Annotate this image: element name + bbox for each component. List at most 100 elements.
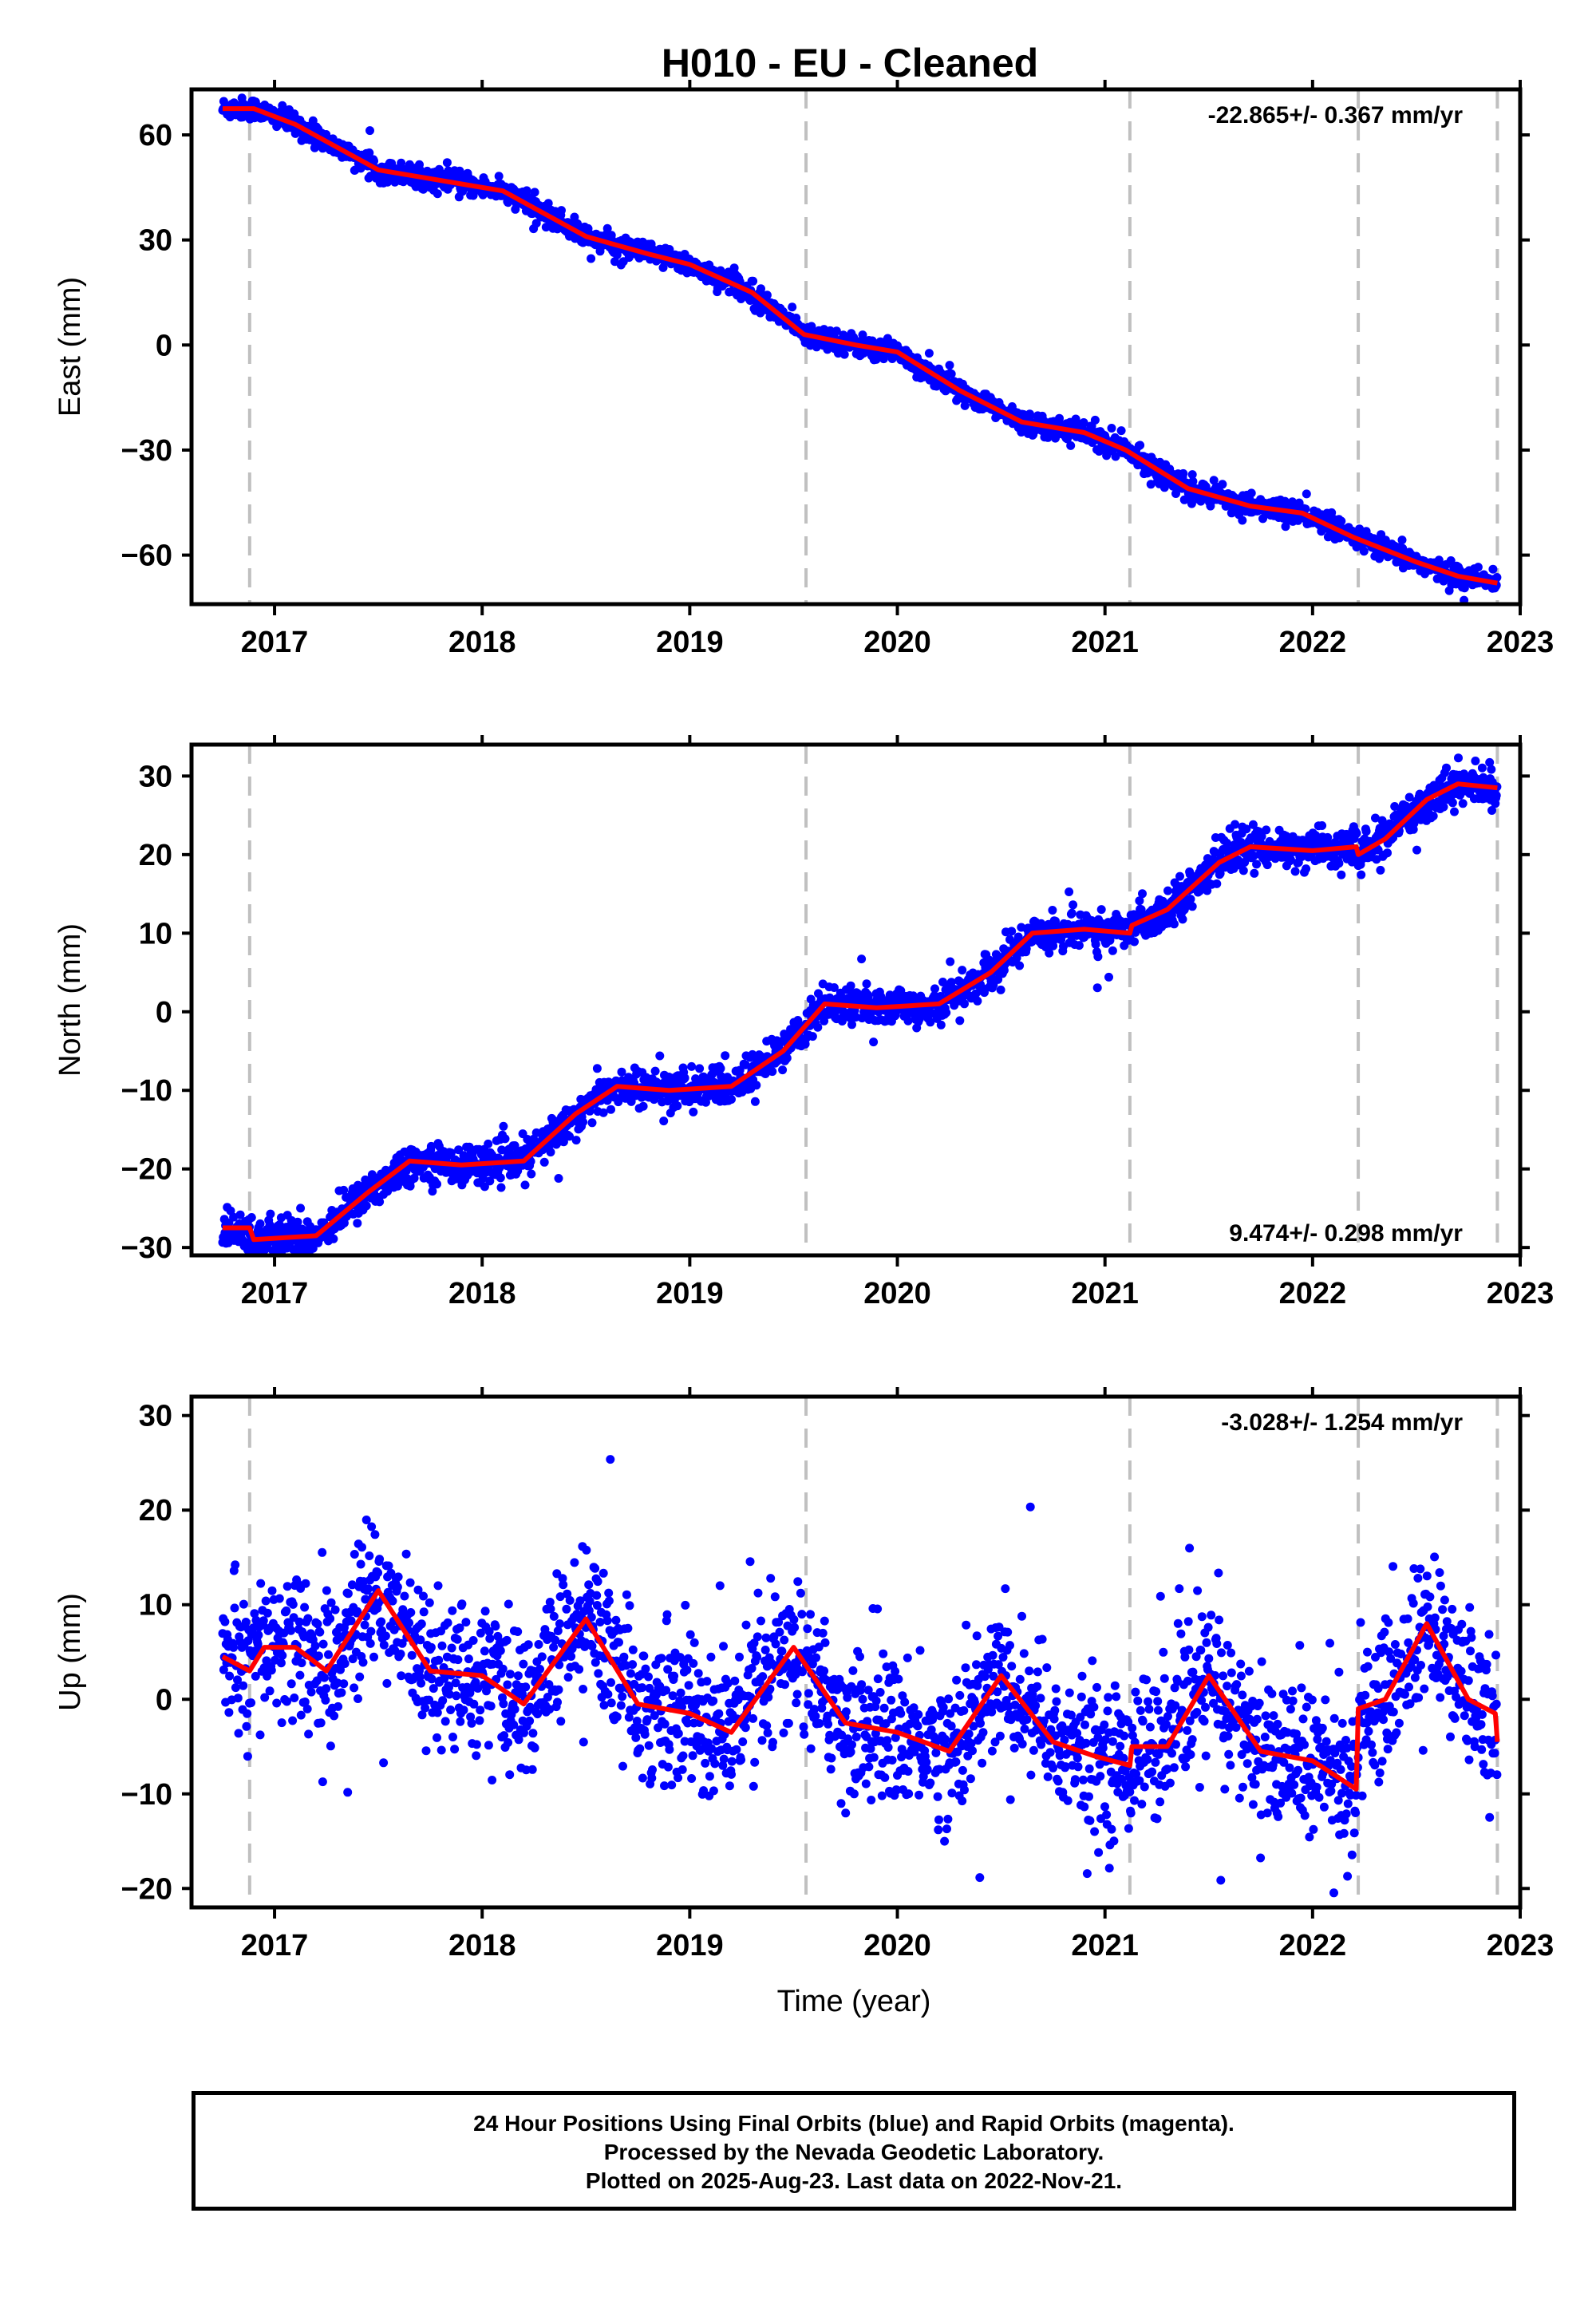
y-tick-label: −30 xyxy=(121,1231,172,1265)
data-point xyxy=(1439,802,1448,812)
y-tick-label: 30 xyxy=(139,760,172,793)
data-point xyxy=(256,1579,266,1588)
data-point xyxy=(1187,499,1196,508)
data-point xyxy=(322,1586,331,1595)
data-point xyxy=(1371,813,1380,823)
data-point xyxy=(1485,757,1495,767)
data-point xyxy=(397,1671,406,1681)
data-point xyxy=(1487,806,1496,815)
data-point xyxy=(530,188,539,197)
data-point xyxy=(322,1684,331,1694)
data-point xyxy=(365,148,374,157)
data-point xyxy=(1104,972,1113,982)
data-point xyxy=(1491,791,1501,800)
data-point xyxy=(437,1641,447,1650)
data-point xyxy=(869,1037,879,1047)
data-point xyxy=(778,1065,788,1075)
data-point xyxy=(1178,915,1187,924)
data-point xyxy=(559,1137,568,1147)
data-point xyxy=(1092,983,1102,993)
data-point xyxy=(425,1598,434,1607)
data-point xyxy=(1091,939,1100,949)
data-point xyxy=(945,361,954,370)
data-point xyxy=(695,1064,705,1073)
data-point xyxy=(251,1671,260,1681)
data-point xyxy=(788,302,797,312)
data-point xyxy=(499,1121,508,1131)
data-point xyxy=(295,1670,305,1680)
data-point xyxy=(1045,948,1054,958)
x-tick-label: 2021 xyxy=(1071,626,1139,659)
data-point xyxy=(370,1530,380,1539)
data-point xyxy=(659,1117,669,1126)
data-point xyxy=(1248,820,1258,829)
data-point xyxy=(1209,476,1219,485)
data-point xyxy=(1111,452,1120,461)
data-point xyxy=(942,1008,951,1018)
data-point xyxy=(259,1616,268,1626)
data-point xyxy=(330,1605,340,1614)
data-point xyxy=(1223,839,1232,848)
data-point xyxy=(1187,470,1197,480)
data-point xyxy=(255,1730,265,1740)
x-tick-label: 2023 xyxy=(1487,1277,1555,1310)
data-point xyxy=(231,1560,240,1570)
data-point xyxy=(924,349,934,358)
data-point xyxy=(381,1631,390,1641)
data-point xyxy=(438,1696,448,1705)
data-point xyxy=(313,1619,322,1629)
data-point xyxy=(235,1210,245,1219)
data-point xyxy=(527,1169,536,1179)
data-point xyxy=(365,1638,375,1648)
data-point xyxy=(1136,441,1145,450)
data-point xyxy=(813,1022,823,1032)
data-point xyxy=(320,1673,329,1682)
data-point xyxy=(1135,896,1144,906)
data-point xyxy=(406,1608,416,1617)
data-point xyxy=(1188,476,1198,486)
data-point xyxy=(353,1219,362,1228)
data-point xyxy=(230,1603,239,1613)
data-point xyxy=(288,1716,298,1725)
data-point xyxy=(417,1710,427,1720)
y-tick-label: 0 xyxy=(156,996,172,1030)
data-point xyxy=(1212,879,1222,888)
data-point xyxy=(1373,845,1383,855)
plot-frame xyxy=(189,87,1523,607)
data-point xyxy=(1065,887,1074,896)
data-point xyxy=(1067,908,1077,918)
data-point xyxy=(1412,845,1421,855)
data-point xyxy=(337,1688,346,1697)
data-point xyxy=(382,1678,392,1688)
data-point xyxy=(973,996,982,1006)
data-point xyxy=(606,1105,615,1114)
data-point xyxy=(1302,489,1311,499)
x-tick-label: 2022 xyxy=(1279,626,1347,659)
data-point xyxy=(565,1132,574,1141)
data-point xyxy=(1175,871,1184,881)
y-tick-label: −20 xyxy=(121,1153,172,1187)
data-point xyxy=(721,1051,730,1061)
data-point xyxy=(379,1758,389,1768)
data-point xyxy=(343,1589,353,1599)
data-point xyxy=(375,1197,385,1207)
data-point xyxy=(480,1182,489,1192)
data-point xyxy=(405,1578,415,1587)
data-point xyxy=(254,1630,263,1640)
data-point xyxy=(930,984,939,994)
data-point xyxy=(318,1639,328,1649)
data-point xyxy=(261,1596,271,1606)
data-point xyxy=(396,1650,405,1658)
data-point xyxy=(426,1642,436,1652)
data-point xyxy=(1186,895,1195,904)
data-point xyxy=(365,1551,374,1560)
y-tick-label: 30 xyxy=(139,224,172,258)
data-point xyxy=(369,156,378,166)
data-point xyxy=(409,1173,419,1183)
data-point xyxy=(903,1016,913,1026)
data-point xyxy=(267,1666,276,1675)
data-point xyxy=(496,1173,505,1183)
data-point xyxy=(243,1709,252,1718)
x-tick-label: 2017 xyxy=(241,1277,309,1310)
